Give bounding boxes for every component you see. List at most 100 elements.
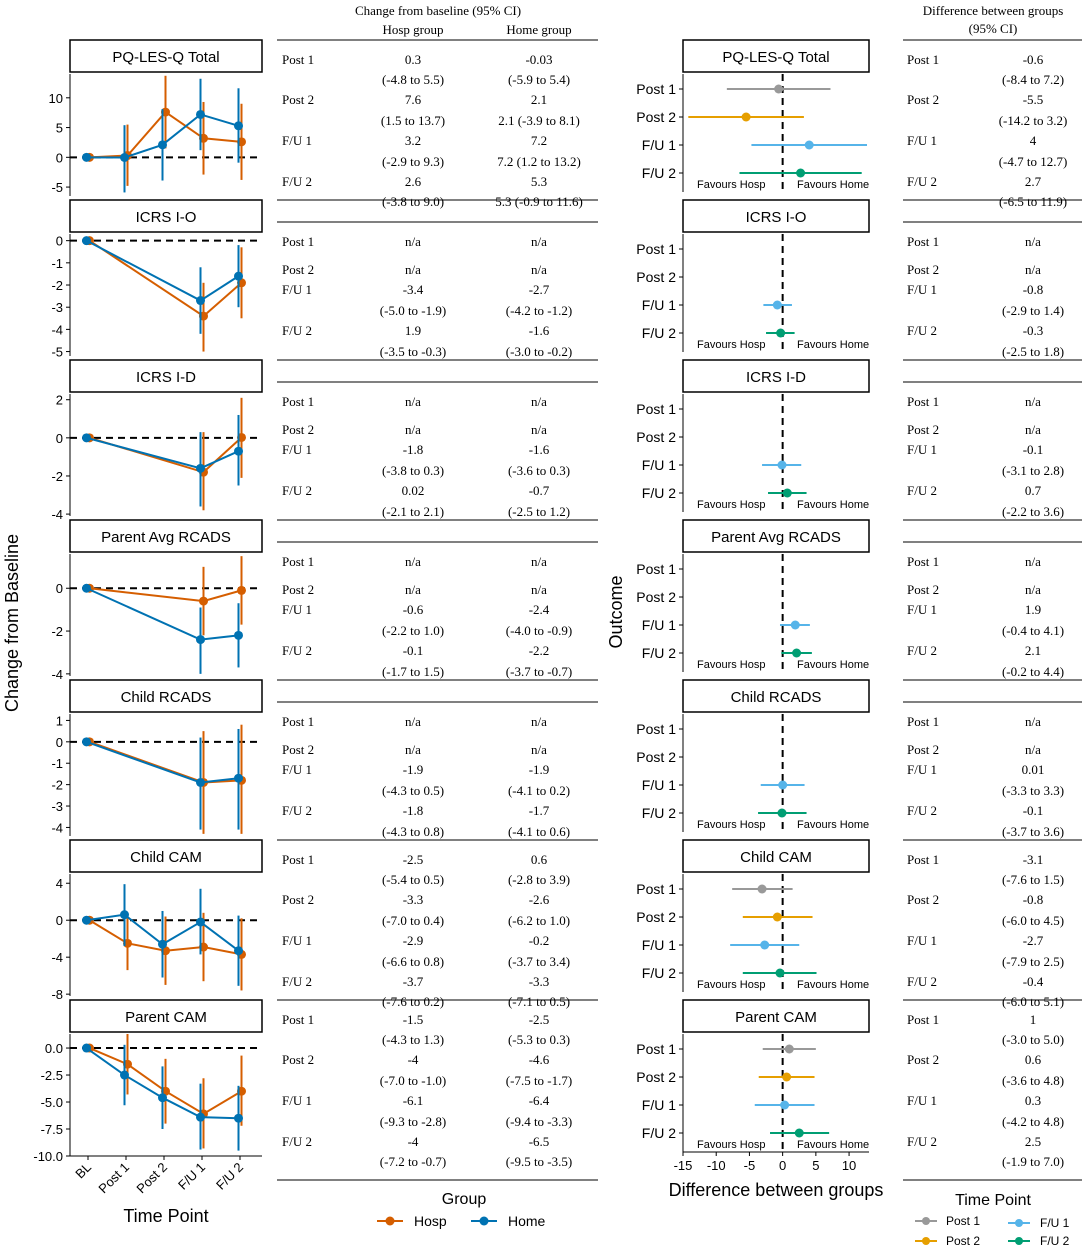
hosp-ci: (-6.6 to 0.8) (382, 954, 444, 969)
diff-estimate: -0.6 (1023, 52, 1044, 67)
legend-fu1-marker (1015, 1219, 1023, 1227)
hosp-estimate: -1.8 (403, 803, 424, 818)
y-tick-label: -1 (51, 256, 63, 271)
panel-row-1: PQ-LES-Q Total -5 0 5 10 Post 1 0.3 -0.03 (-4.8 … (49, 39, 1082, 209)
legend-fu2-marker (1015, 1237, 1023, 1245)
diff-row-label: F/U 2 (907, 1134, 937, 1149)
favours-home-label: Favours Home (797, 659, 869, 671)
diff-row-label: Post 1 (907, 1012, 939, 1027)
table-row-label: F/U 1 (282, 133, 312, 148)
y-tick-label: -2 (51, 624, 63, 639)
timepoint-legend-title: Time Point (955, 1192, 1031, 1209)
panel-row-4: Parent Avg RCADS 0 -2 -4 Post 1 n/a n/a Post 2 n… (51, 519, 1082, 682)
home-ci: (-3.6 to 0.3) (508, 463, 570, 478)
home-point (234, 773, 243, 783)
home-series-line (86, 239, 240, 302)
table-row-label: F/U 1 (282, 282, 312, 297)
hosp-estimate: -0.1 (403, 643, 424, 658)
hosp-ci: (-4.8 to 5.5) (382, 72, 444, 87)
forest-point (792, 648, 802, 658)
home-point (120, 152, 129, 162)
panel-title: Parent Avg RCADS (101, 529, 231, 546)
y-tick-label: 4 (56, 876, 63, 891)
diff-table-header-ci: (95% CI) (969, 21, 1018, 36)
diff-row-label: F/U 1 (907, 442, 937, 457)
home-point (120, 1070, 129, 1080)
forest-title: Child RCADS (731, 689, 822, 706)
home-estimate: -2.6 (529, 892, 550, 907)
forest-y-tick-label: F/U 1 (642, 137, 676, 153)
y-tick-label: 1 (56, 713, 63, 728)
home-ci: (-4.1 to 0.2) (508, 783, 570, 798)
diff-estimate: -2.7 (1023, 933, 1044, 948)
hosp-ci: (-9.3 to -2.8) (380, 1114, 446, 1129)
hosp-ci: (-5.4 to 0.5) (382, 872, 444, 887)
y-tick-label: 0 (56, 913, 63, 928)
legend-hosp-label: Hosp (414, 1213, 447, 1229)
hosp-ci: (-4.3 to 1.3) (382, 1032, 444, 1047)
home-estimate: -2.7 (529, 282, 550, 297)
table-row-label: Post 2 (282, 1052, 314, 1067)
table-row-label: Post 2 (282, 582, 314, 597)
panel-title: ICRS I-D (136, 369, 196, 386)
y-tick-label: 10 (49, 91, 63, 106)
favours-hosp-label: Favours Hosp (697, 819, 765, 831)
y-tick-label: -2 (51, 469, 63, 484)
left-y-axis-title: Change from Baseline (2, 534, 22, 712)
diff-estimate: n/a (1025, 714, 1041, 729)
panel-title: ICRS I-O (136, 209, 197, 226)
home-ci: (-4.1 to 0.6) (508, 824, 570, 839)
home-estimate: -1.6 (529, 442, 550, 457)
y-tick-label: -5 (51, 345, 63, 360)
home-point (82, 236, 91, 246)
table-row-label: F/U 1 (282, 442, 312, 457)
hosp-estimate: n/a (405, 742, 421, 757)
home-estimate: n/a (531, 262, 547, 277)
y-tick-label: -4 (51, 507, 63, 522)
diff-row-label: F/U 1 (907, 762, 937, 777)
y-tick-label: -10.0 (33, 1149, 63, 1164)
diff-estimate: n/a (1025, 394, 1041, 409)
forest-y-tick-label: Post 2 (636, 589, 676, 605)
y-tick-label: 0 (56, 431, 63, 446)
table-row-label: Post 1 (282, 1012, 314, 1027)
forest-y-tick-label: Post 2 (636, 109, 676, 125)
panel-row-2: ICRS I-O 0 -1 -2 -3 -4 -5 Post 1 n/a n/a Post 2 n/a… (51, 199, 1082, 360)
forest-y-tick-label: F/U 2 (642, 965, 676, 981)
diff-ci: (-3.1 to 2.8) (1002, 463, 1064, 478)
forest-x-tick-label: -5 (744, 1158, 756, 1173)
diff-row-label: F/U 1 (907, 602, 937, 617)
left-x-axis-title: Time Point (123, 1206, 208, 1226)
legend-fu2-label: F/U 2 (1040, 1234, 1070, 1248)
forest-y-tick-label: Post 1 (636, 561, 676, 577)
y-tick-label: -4 (51, 950, 63, 965)
home-point (196, 109, 205, 119)
diff-estimate: -0.4 (1023, 974, 1044, 989)
diff-estimate: -0.8 (1023, 282, 1044, 297)
y-tick-label: -3 (51, 799, 63, 814)
diff-ci: (-7.9 to 2.5) (1002, 954, 1064, 969)
forest-y-tick-label: F/U 2 (642, 645, 676, 661)
panel-row-6: Child CAM 4 0 -4 -8 Post 1 -2.5 0.6 (-5.4 to 0.5… (51, 839, 1082, 1009)
forest-y-tick-label: Post 2 (636, 429, 676, 445)
forest-point (782, 1072, 792, 1082)
diff-estimate: -3.1 (1023, 852, 1044, 867)
diff-ci: (-3.6 to 4.8) (1002, 1073, 1064, 1088)
y-tick-label: -3 (51, 300, 63, 315)
hosp-estimate: -3.7 (403, 974, 424, 989)
forest-y-axis-title: Outcome (606, 575, 626, 648)
home-estimate: n/a (531, 394, 547, 409)
home-point (158, 140, 167, 150)
hosp-ci: (-7.6 to 0.2) (382, 994, 444, 1009)
favours-hosp-label: Favours Hosp (697, 499, 765, 511)
forest-title: Child CAM (740, 849, 812, 866)
forest-y-tick-label: F/U 2 (642, 805, 676, 821)
y-tick-label: -4 (51, 322, 63, 337)
forest-point (796, 168, 806, 178)
diff-estimate: n/a (1025, 262, 1041, 277)
home-estimate: n/a (531, 422, 547, 437)
forest-point (784, 1044, 794, 1054)
diff-row-label: F/U 2 (907, 643, 937, 658)
forest-title-box (682, 359, 870, 393)
forest-y-tick-label: Post 2 (636, 749, 676, 765)
